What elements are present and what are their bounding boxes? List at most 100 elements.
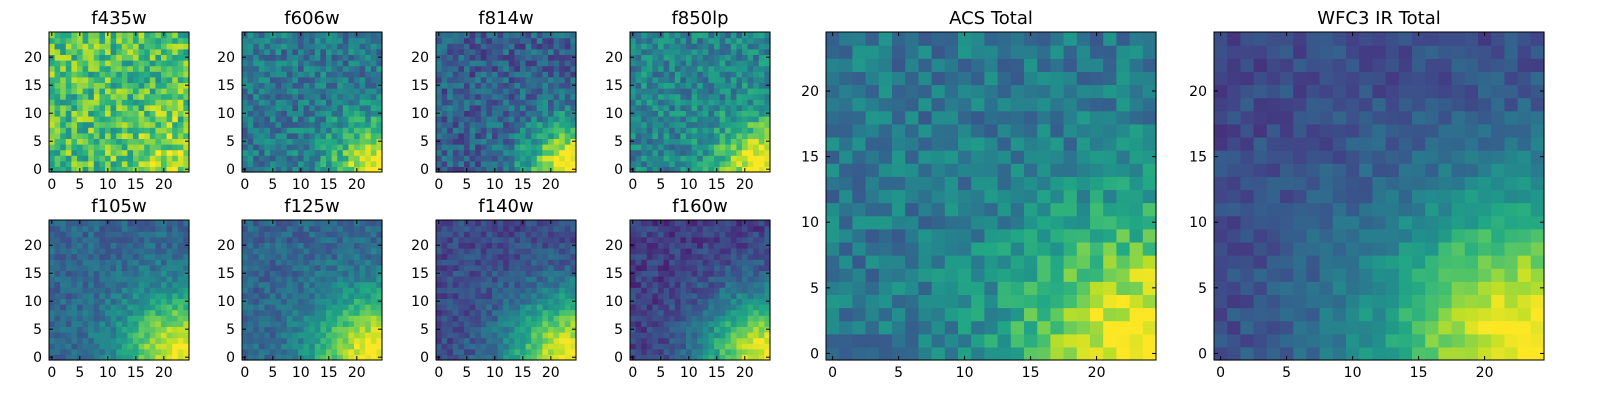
heatmap-cell — [298, 320, 305, 327]
heatmap-cell — [264, 138, 271, 145]
heatmap-cell — [441, 281, 448, 288]
heatmap-cell — [658, 320, 665, 327]
heatmap-cell — [65, 144, 72, 151]
heatmap-cell — [149, 82, 156, 89]
heatmap-cell — [88, 298, 95, 305]
heatmap-cell — [464, 160, 471, 167]
heatmap-cell — [71, 287, 78, 294]
heatmap-cell — [747, 71, 754, 78]
heatmap-cell — [309, 54, 316, 61]
heatmap-cell — [264, 88, 271, 95]
heatmap-cell — [441, 298, 448, 305]
heatmap-cell — [553, 292, 560, 299]
heatmap-cell — [82, 315, 89, 322]
heatmap-cell — [326, 149, 333, 156]
heatmap-cell — [719, 298, 726, 305]
heatmap-cell — [376, 37, 383, 44]
heatmap-cell — [458, 32, 465, 39]
heatmap-cell — [121, 76, 128, 83]
heatmap-cell — [764, 281, 771, 288]
heatmap-cell — [376, 281, 383, 288]
heatmap-cell — [436, 144, 443, 151]
heatmap-cell — [105, 121, 112, 128]
heatmap-cell — [376, 225, 383, 232]
heatmap-cell — [99, 54, 106, 61]
heatmap-cell — [492, 287, 499, 294]
heatmap-cell — [635, 110, 642, 117]
y-tick-label: 15 — [24, 78, 42, 94]
heatmap-cell — [764, 71, 771, 78]
heatmap-cell — [702, 110, 709, 117]
heatmap-cell — [354, 332, 361, 339]
heatmap-cell — [753, 82, 760, 89]
heatmap-cell — [480, 121, 487, 128]
heatmap-cell — [536, 276, 543, 283]
heatmap-cell — [475, 315, 482, 322]
heatmap-cell — [177, 54, 184, 61]
heatmap-cell — [275, 76, 282, 83]
panel-title: f140w — [478, 196, 533, 217]
heatmap-cell — [183, 60, 190, 67]
heatmap-cell — [127, 281, 134, 288]
heatmap-cell — [702, 337, 709, 344]
heatmap-cell — [641, 332, 648, 339]
heatmap-cell — [161, 337, 168, 344]
heatmap-cell — [88, 225, 95, 232]
heatmap-cell — [553, 48, 560, 55]
heatmap-cell — [65, 76, 72, 83]
heatmap-cell — [559, 259, 566, 266]
heatmap-cell — [674, 104, 681, 111]
heatmap-cell — [536, 242, 543, 249]
heatmap-cell — [71, 121, 78, 128]
heatmap-cell — [337, 225, 344, 232]
heatmap-cell — [105, 116, 112, 123]
heatmap-cell — [275, 337, 282, 344]
heatmap-cell — [99, 320, 106, 327]
heatmap-cell — [60, 65, 67, 72]
heatmap-cell — [514, 248, 521, 255]
heatmap-cell — [303, 315, 310, 322]
heatmap-cell — [270, 320, 277, 327]
heatmap-cell — [270, 65, 277, 72]
heatmap-cell — [753, 309, 760, 316]
heatmap-cell — [183, 71, 190, 78]
heatmap-cell — [452, 99, 459, 106]
heatmap-cell — [520, 155, 527, 162]
heatmap-cell — [54, 93, 61, 100]
heatmap-cell — [725, 37, 732, 44]
heatmap-cell — [253, 220, 260, 227]
heatmap-cell — [663, 43, 670, 50]
heatmap-cell — [641, 121, 648, 128]
heatmap-cell — [71, 220, 78, 227]
heatmap-cell — [503, 71, 510, 78]
heatmap-cell — [708, 127, 715, 134]
heatmap-cell — [536, 287, 543, 294]
heatmap-cell — [564, 48, 571, 55]
heatmap-cell — [365, 320, 372, 327]
heatmap-cell — [730, 155, 737, 162]
heatmap-cell — [116, 76, 123, 83]
heatmap-cell — [719, 32, 726, 39]
heatmap-cell — [548, 43, 555, 50]
heatmap-cell — [177, 99, 184, 106]
heatmap-cell — [258, 149, 265, 156]
heatmap-cell — [326, 54, 333, 61]
heatmap-cell — [447, 149, 454, 156]
panel-title: f850lp — [671, 8, 728, 29]
heatmap-cell — [747, 104, 754, 111]
heatmap-cell — [663, 287, 670, 294]
heatmap-cell — [121, 82, 128, 89]
heatmap-cell — [60, 304, 67, 311]
heatmap-cell — [702, 160, 709, 167]
heatmap-cell — [725, 76, 732, 83]
y-tick-label: 20 — [24, 50, 42, 66]
heatmap-cell — [82, 149, 89, 156]
heatmap-cell — [469, 65, 476, 72]
heatmap-cell — [365, 332, 372, 339]
heatmap-cell — [708, 110, 715, 117]
heatmap-cell — [71, 231, 78, 238]
heatmap-cell — [354, 276, 361, 283]
heatmap-cell — [281, 37, 288, 44]
heatmap-cell — [342, 43, 349, 50]
heatmap-cell — [486, 48, 493, 55]
